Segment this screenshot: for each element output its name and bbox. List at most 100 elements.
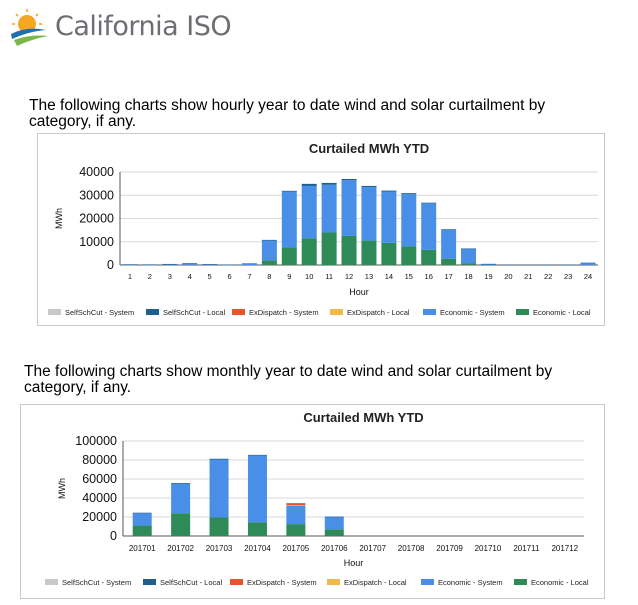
bar-selfschcut-local <box>247 454 267 456</box>
bar-economic-system <box>480 264 496 265</box>
hourly-chart-panel: Curtailed MWh YTD 0 10000 20000 30000 40000 MW… <box>37 133 605 326</box>
bar-economic-system <box>171 483 191 514</box>
bar-exdispatch-local <box>286 505 306 506</box>
legend-swatch <box>330 309 343 315</box>
y-tick-label: 20000 <box>82 510 117 524</box>
legend-swatch <box>45 579 58 585</box>
bar-selfschcut-local <box>401 193 417 195</box>
legend-label: SelfSchCut - System <box>65 308 134 317</box>
logo-swoosh-blue <box>11 28 46 39</box>
legend-swatch <box>423 309 436 315</box>
legend-swatch <box>421 579 434 585</box>
x-tick-label: 201707 <box>359 544 386 553</box>
bar-economic-system <box>421 203 437 250</box>
bar-selfschcut-local <box>381 190 397 192</box>
y-tick-label: 30000 <box>79 188 114 202</box>
bar-economic-system <box>286 505 306 525</box>
x-tick-label: 23 <box>564 272 572 281</box>
y-tick-label: 0 <box>110 529 117 543</box>
bar-selfschcut-local <box>132 512 152 514</box>
bar-economic-system <box>580 263 596 265</box>
bar-economic-system <box>247 455 267 523</box>
legend-label: SelfSchCut - Local <box>163 308 225 317</box>
logo-sun-rays <box>12 9 42 25</box>
bar-economic-system <box>401 194 417 247</box>
legend-label: ExDispatch - Local <box>347 308 410 317</box>
bar-selfschcut-local <box>341 178 357 181</box>
bar-selfschcut-local <box>441 229 457 230</box>
legend-label: Economic - Local <box>533 308 591 317</box>
bar-selfschcut-local <box>421 202 437 204</box>
y-tick-label: 40000 <box>82 491 117 505</box>
x-axis-label: Hour <box>344 558 364 568</box>
bar-economic-local <box>286 524 306 536</box>
bar-economic-local <box>461 263 477 265</box>
bar-economic-system <box>381 191 397 243</box>
bar-economic-local <box>421 249 437 265</box>
chart-title: Curtailed MWh YTD <box>303 410 423 425</box>
bar-economic-system <box>324 517 344 530</box>
x-tick-label: 24 <box>584 272 592 281</box>
bar-selfschcut-local <box>142 264 158 266</box>
x-tick-label: 201704 <box>244 544 271 553</box>
logo-icon <box>11 9 48 46</box>
y-tick-label: 40000 <box>79 165 114 179</box>
monthly-curtailment-chart: Curtailed MWh YTD 0 20000 40000 60000 80000 10… <box>45 410 589 587</box>
x-tick-label: 201711 <box>513 544 540 553</box>
bar-economic-system <box>441 229 457 259</box>
y-tick-label: 10000 <box>79 235 114 249</box>
legend-swatch <box>514 579 527 585</box>
bar-economic-local <box>381 242 397 265</box>
bar-selfschcut-local <box>324 516 344 518</box>
x-tick-label: 18 <box>464 272 472 281</box>
bar-economic-local <box>247 522 267 536</box>
bar-economic-system <box>162 264 178 266</box>
x-tick-label: 201712 <box>551 544 578 553</box>
hourly-curtailment-chart: Curtailed MWh YTD 0 10000 20000 30000 40000 MW… <box>48 141 598 317</box>
legend-label: Economic - System <box>440 308 505 317</box>
y-tick-label: 60000 <box>82 472 117 486</box>
legend-swatch <box>48 309 61 315</box>
x-tick-label: 201702 <box>167 544 194 553</box>
bar-economic-system <box>261 240 277 261</box>
bar-selfschcut-local <box>171 482 191 484</box>
bar-economic-local <box>324 529 344 536</box>
x-tick-label: 13 <box>365 272 373 281</box>
bar-economic-system <box>301 185 317 239</box>
bar-selfschcut-local <box>162 263 178 265</box>
x-tick-label: 2 <box>148 272 152 281</box>
bar-economic-system <box>461 248 477 264</box>
legend-label: Economic - Local <box>531 578 589 587</box>
legend-swatch <box>146 309 159 315</box>
bar-economic-local <box>301 238 317 265</box>
logo-text: California ISO <box>55 11 232 42</box>
x-tick-label: 6 <box>227 272 231 281</box>
x-tick-label: 22 <box>544 272 552 281</box>
bar-economic-local <box>401 246 417 265</box>
legend-swatch <box>516 309 529 315</box>
california-iso-logo[interactable]: California ISO <box>8 6 248 50</box>
x-tick-label: 7 <box>247 272 251 281</box>
x-tick-label: 201703 <box>206 544 233 553</box>
legend-label: ExDispatch - System <box>249 308 319 317</box>
x-tick-label: 15 <box>405 272 413 281</box>
bar-selfschcut-local <box>560 264 576 266</box>
y-axis-label: MWh <box>57 478 67 499</box>
bar-economic-system <box>241 263 257 265</box>
x-tick-label: 10 <box>305 272 313 281</box>
bar-economic-system <box>132 513 152 526</box>
y-axis-label: MWh <box>54 208 64 229</box>
x-tick-label: 17 <box>444 272 452 281</box>
bar-selfschcut-local <box>202 264 218 265</box>
legend-swatch <box>230 579 243 585</box>
x-tick-label: 9 <box>287 272 291 281</box>
x-tick-label: 20 <box>504 272 512 281</box>
bar-economic-local <box>281 247 297 265</box>
bar-selfschcut-local <box>520 264 536 266</box>
x-tick-label: 201709 <box>436 544 463 553</box>
bar-selfschcut-local <box>261 239 277 241</box>
bar-economic-system <box>182 263 198 265</box>
bar-selfschcut-local <box>122 264 138 265</box>
x-tick-label: 4 <box>188 272 192 281</box>
y-tick-label: 20000 <box>79 212 114 226</box>
